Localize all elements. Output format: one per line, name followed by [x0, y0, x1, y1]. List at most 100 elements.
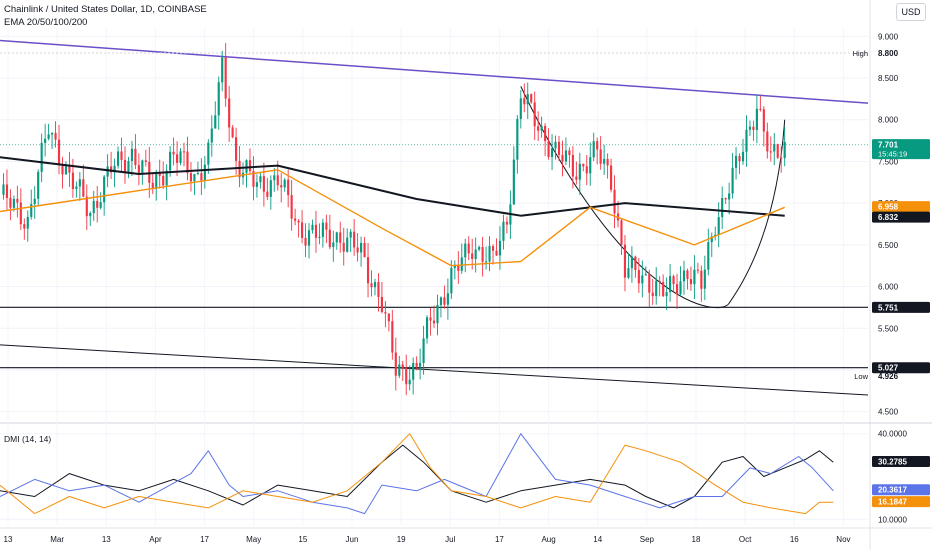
price-tick-label: 5.500 — [878, 324, 899, 333]
candle-body — [557, 141, 561, 155]
candle-body — [780, 157, 783, 159]
candle-body — [495, 250, 498, 256]
candle-body — [596, 141, 599, 150]
candle-body — [658, 280, 661, 282]
candle-body — [30, 204, 33, 217]
candle-body — [54, 132, 57, 140]
candle-body — [700, 270, 703, 289]
candle-body — [314, 224, 318, 238]
price-tick-label: 8.500 — [878, 74, 899, 83]
candle-body — [752, 126, 755, 130]
dmi-tick-label: 40.0000 — [878, 430, 907, 439]
candle-body — [769, 151, 772, 153]
candle-body — [273, 175, 276, 181]
candle-body — [228, 98, 231, 128]
candle-body — [245, 160, 248, 173]
candle-body — [738, 156, 741, 162]
candle-body — [592, 141, 595, 158]
candle-body — [373, 281, 377, 288]
trend-line-top — [0, 39, 869, 104]
candle-body — [540, 125, 543, 131]
candle-body — [106, 166, 109, 177]
candle-body — [19, 202, 22, 225]
candle-body — [391, 321, 394, 353]
candle-body — [169, 151, 172, 171]
candle-body — [637, 269, 640, 284]
candle-body — [766, 131, 769, 152]
candle-body — [446, 293, 449, 305]
candle-body — [599, 149, 602, 164]
price-tick-label: 6.000 — [878, 283, 899, 292]
dmi-title: DMI (14, 14) — [4, 434, 51, 444]
candle-body — [443, 297, 446, 305]
time-tick-label: Oct — [739, 535, 752, 544]
candle-body — [276, 175, 279, 186]
candle-body — [575, 176, 578, 180]
candle-body — [165, 170, 168, 186]
candle-body — [353, 231, 356, 248]
time-tick-label: Mar — [50, 535, 64, 544]
candle-body — [235, 137, 238, 161]
price-axis: 4.5005.0005.5006.0006.5007.0007.5008.000… — [853, 32, 930, 417]
candle-body — [644, 274, 647, 276]
candle-body — [755, 108, 758, 130]
candle-body — [40, 142, 43, 172]
candle-body — [2, 184, 5, 195]
candle-body — [464, 243, 467, 258]
candle-body — [116, 151, 120, 166]
candle-body — [332, 242, 335, 248]
dmi-axis-badge — [872, 496, 930, 508]
axis-badge-label: Low — [854, 372, 868, 381]
candle-body — [478, 247, 481, 250]
candle-body — [89, 213, 92, 217]
candle-body — [96, 200, 99, 208]
candle-body — [370, 283, 373, 288]
candle-body — [255, 182, 259, 187]
candle-body — [311, 224, 314, 231]
candle-body — [453, 264, 456, 269]
candle-body — [776, 144, 779, 158]
dmi-axis-badge-value: 30.2785 — [878, 457, 907, 466]
candle-body — [474, 249, 477, 259]
candle-body — [266, 191, 269, 197]
candle-body — [651, 292, 654, 297]
candle-body — [252, 171, 255, 187]
candle-body — [144, 160, 147, 162]
candle-body — [568, 150, 571, 155]
axis-badge — [872, 301, 930, 313]
candle-body — [554, 141, 557, 149]
candle-body — [523, 98, 526, 105]
candle-body — [672, 276, 675, 285]
candle-body — [432, 320, 436, 324]
candle-body — [682, 270, 686, 282]
axis-badge — [872, 362, 930, 374]
candle-body — [207, 142, 210, 165]
candle-body — [151, 182, 154, 189]
candle-body — [137, 165, 140, 173]
candle-body — [172, 151, 175, 155]
currency-button[interactable]: USD — [896, 3, 926, 21]
candle-body — [669, 276, 672, 293]
candle-body — [221, 57, 224, 83]
candle-body — [200, 173, 203, 181]
candle-body — [526, 94, 529, 105]
time-tick-label: Nov — [836, 535, 850, 544]
candle-body — [422, 338, 425, 363]
candle-body — [450, 268, 453, 294]
candle-body — [68, 165, 71, 173]
candle-body — [175, 154, 179, 163]
candle-body — [783, 141, 786, 159]
dmi-panel: DMI (14, 14) 10.0000 40.0000 30.2785 20.3617… — [0, 430, 930, 524]
candles — [2, 43, 786, 396]
candle-body — [120, 151, 123, 160]
candle-body — [210, 128, 213, 143]
axis-badge-value: 8.800 — [878, 49, 899, 58]
candle-body — [335, 232, 338, 243]
candle-body — [603, 158, 606, 164]
candle-body — [158, 172, 161, 176]
axis-badge-value: 7.701 — [878, 141, 899, 150]
candle-body — [307, 230, 311, 246]
candle-body — [641, 275, 644, 284]
